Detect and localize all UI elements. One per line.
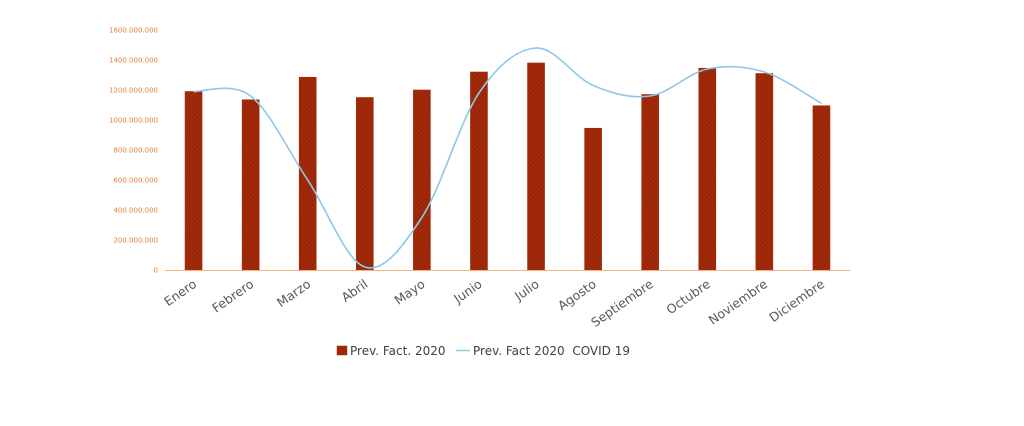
- line-series: [193, 47, 822, 269]
- legend-label-line: Prev. Fact 2020 COVID 19: [473, 344, 630, 358]
- bar: [241, 99, 260, 271]
- y-tick-label: 0: [154, 267, 158, 275]
- x-category-label: Enero: [161, 276, 199, 309]
- y-tick-label: 600.000.000: [113, 177, 158, 185]
- y-tick-label: 1600.000.000: [109, 27, 158, 35]
- y-tick-label: 1200.000.000: [109, 87, 158, 95]
- legend-item-bar: Prev. Fact. 2020: [336, 344, 446, 358]
- y-axis-labels: 0 200.000.000 400.000.000 600.000.000 800.00…: [109, 27, 158, 275]
- x-category-label: Agosto: [555, 276, 599, 313]
- legend-item-line: Prev. Fact 2020 COVID 19: [456, 344, 630, 358]
- x-category-label: Febrero: [209, 276, 256, 315]
- bar: [298, 76, 317, 271]
- x-category-label: Abril: [338, 276, 370, 305]
- y-tick-label: 1000.000.000: [109, 117, 158, 125]
- bar: [755, 73, 774, 271]
- x-category-label: Marzo: [274, 276, 314, 310]
- x-category-label: Junio: [450, 276, 485, 306]
- x-category-label: Mayo: [392, 276, 428, 308]
- bar: [355, 97, 374, 271]
- x-category-label: Diciembre: [766, 276, 827, 325]
- legend-swatch-bar: [336, 345, 348, 356]
- y-tick-label: 800.000.000: [113, 147, 158, 155]
- x-category-label: Noviembre: [706, 276, 771, 328]
- y-tick-label: 400.000.000: [113, 207, 158, 215]
- bar: [184, 91, 203, 271]
- legend: Prev. Fact. 2020 Prev. Fact 2020 COVID 1…: [336, 344, 630, 358]
- y-tick-label: 1400.000.000: [109, 57, 158, 65]
- bar: [584, 127, 602, 271]
- bar: [812, 105, 831, 271]
- bar-series: [184, 62, 831, 271]
- bar: [641, 94, 660, 271]
- bar: [698, 67, 717, 271]
- x-category-label: Julio: [511, 276, 542, 304]
- legend-label-bar: Prev. Fact. 2020: [350, 344, 446, 358]
- x-axis-labels: Enero Febrero Marzo Abril Mayo Junio Julio Agos…: [161, 276, 827, 330]
- x-category-label: Septiembre: [588, 276, 656, 330]
- bar: [527, 62, 545, 271]
- y-tick-label: 200.000.000: [113, 237, 158, 245]
- bar: [413, 89, 431, 271]
- x-category-label: Octubre: [663, 276, 713, 317]
- series-line-covid: [193, 47, 822, 269]
